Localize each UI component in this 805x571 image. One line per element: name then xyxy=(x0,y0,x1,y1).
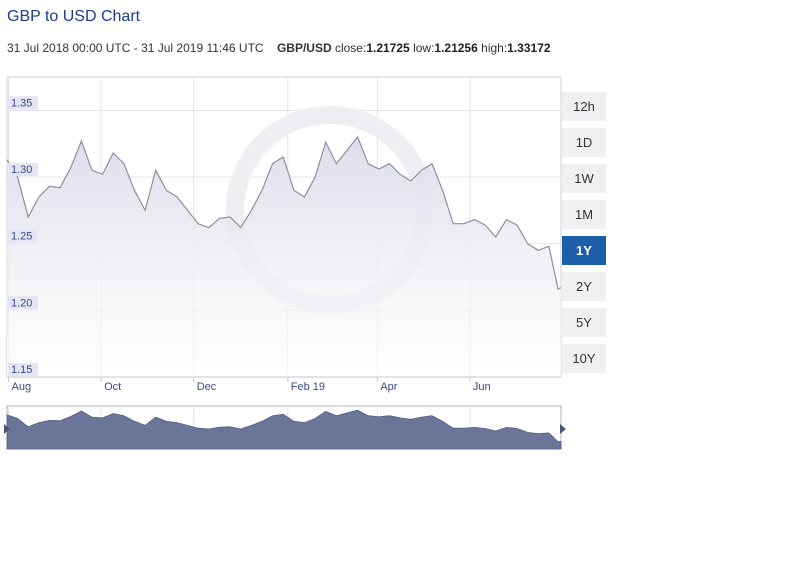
y-tick-label-bg xyxy=(8,229,38,243)
y-tick-label: 1.30 xyxy=(11,164,32,176)
x-tick-label: Jun xyxy=(473,381,491,393)
y-tick-label: 1.15 xyxy=(11,364,32,376)
y-tick-label-bg xyxy=(8,96,38,110)
x-tick-label: Oct xyxy=(104,381,121,393)
range-button-2y[interactable]: 2Y xyxy=(562,272,606,301)
range-button-1m[interactable]: 1M xyxy=(562,200,606,229)
range-button-5y[interactable]: 5Y xyxy=(562,308,606,337)
page-title: GBP to USD Chart xyxy=(7,8,141,25)
y-tick-label-bg xyxy=(8,363,38,376)
series-area xyxy=(7,137,561,377)
navigator-series xyxy=(6,409,562,450)
y-tick-label: 1.20 xyxy=(11,297,32,309)
navigator-handle-right[interactable] xyxy=(560,424,566,434)
chart-subtitle: 31 Jul 2018 00:00 UTC - 31 Jul 2019 11:4… xyxy=(7,41,551,55)
high-value: 1.33172 xyxy=(507,41,551,55)
navigator-handle-left[interactable] xyxy=(4,424,10,434)
date-range: 31 Jul 2018 00:00 UTC - 31 Jul 2019 11:4… xyxy=(7,41,264,55)
y-tick-label-bg xyxy=(8,163,38,176)
close-label: close: xyxy=(334,41,367,55)
x-tick-label: Dec xyxy=(197,381,217,393)
series-line xyxy=(6,135,562,290)
currency-pair: GBP/USD xyxy=(276,41,332,55)
range-button-12h[interactable]: 12h xyxy=(562,92,606,121)
x-tick-label: Feb 19 xyxy=(291,381,325,393)
low-value: 1.21256 xyxy=(434,41,478,55)
y-tick-label: 1.35 xyxy=(11,97,32,109)
high-label: high: xyxy=(481,41,508,55)
y-tick-label: 1.25 xyxy=(11,231,32,243)
range-button-1d[interactable]: 1D xyxy=(562,128,606,157)
close-value: 1.21725 xyxy=(366,41,410,55)
y-tick-label-bg xyxy=(8,296,38,310)
range-button-1y[interactable]: 1Y xyxy=(562,236,606,265)
x-tick-label: Apr xyxy=(380,381,397,393)
x-tick-label: Aug xyxy=(12,381,32,393)
low-label: low: xyxy=(413,41,435,55)
range-button-1w[interactable]: 1W xyxy=(562,164,606,193)
range-button-10y[interactable]: 10Y xyxy=(562,344,606,373)
